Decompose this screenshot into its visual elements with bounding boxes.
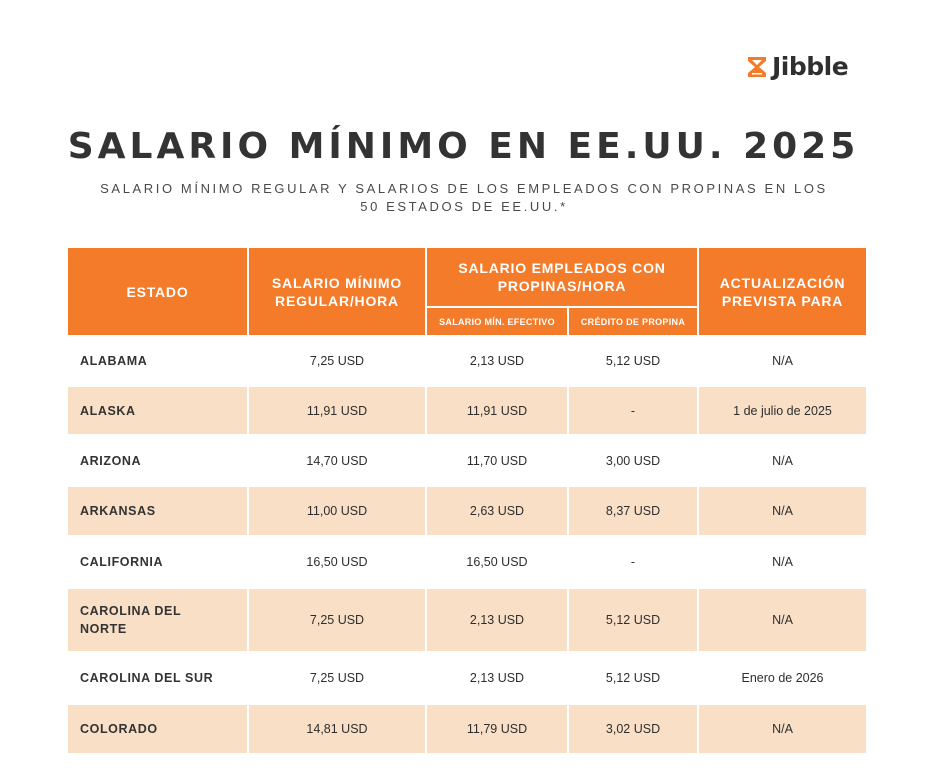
cell-efectivo: 2,13 USD <box>427 587 567 651</box>
cell-estado: ARKANSAS <box>68 485 247 535</box>
cell-efectivo: 2,13 USD <box>427 335 567 385</box>
cell-efectivo: 11,79 USD <box>427 703 567 753</box>
cell-regular: 7,25 USD <box>249 335 425 385</box>
cell-regular: 7,25 USD <box>249 651 425 703</box>
table-row: ALASKA 11,91 USD 11,91 USD -1 de julio de 2… <box>68 385 867 434</box>
cell-regular: 16,50 USD <box>249 535 425 587</box>
header-actualizacion-label: ACTUALIZACIÓN PREVISTA PARA <box>719 274 846 309</box>
cell-actualizacion: 1 de julio de 2025 <box>699 385 867 434</box>
cell-estado: ALABAMA <box>68 335 247 385</box>
table-row: ALABAMA 7,25 USD 2,13 USD 5,12 USD N/A <box>68 335 867 385</box>
header-salario-propinas: SALARIO EMPLEADOS CON PROPINAS/HORA <box>427 248 698 306</box>
cell-efectivo: 2,63 USD <box>427 485 567 535</box>
cell-estado: CAROLINA DEL SUR <box>68 651 247 703</box>
cell-actualizacion: N/A <box>699 587 867 651</box>
hourglass-logo-icon <box>748 56 766 77</box>
table-row: CAROLINA DEL SUR 7,25 USD 2,13 USD 5,12 USD… <box>68 651 867 703</box>
page-title: SALARIO MÍNIMO EN EE.UU. 2025 <box>67 126 860 167</box>
cell-regular: 11,91 USD <box>249 385 425 434</box>
header-salario-regular: SALARIO MÍNIMO REGULAR/HORA <box>249 248 425 335</box>
cell-regular: 14,81 USD <box>249 703 425 753</box>
cell-actualizacion: N/A <box>699 703 867 753</box>
cell-regular: 7,25 USD <box>249 587 425 651</box>
cell-efectivo: 11,70 USD <box>427 434 567 485</box>
cell-actualizacion: N/A <box>699 335 867 385</box>
cell-credito: 5,12 USD <box>569 335 698 385</box>
cell-credito: 8,37 USD <box>569 485 698 535</box>
cell-estado: ARIZONA <box>68 434 247 485</box>
cell-regular: 11,00 USD <box>249 485 425 535</box>
cell-credito: 5,12 USD <box>569 651 698 703</box>
table-body: ALABAMA 7,25 USD 2,13 USD 5,12 USD N/A ALASKA… <box>68 335 867 753</box>
table-row: CALIFORNIA 16,50 USD 16,50 USD - N/A <box>68 535 867 587</box>
cell-actualizacion: Enero de 2026 <box>699 651 867 703</box>
header-salario-regular-label: SALARIO MÍNIMO REGULAR/HORA <box>271 274 403 309</box>
cell-credito: 3,00 USD <box>569 434 698 485</box>
cell-estado: CALIFORNIA <box>68 535 247 587</box>
header-actualizacion: ACTUALIZACIÓN PREVISTA PARA <box>699 248 867 335</box>
cell-efectivo: 2,13 USD <box>427 651 567 703</box>
table-row: ARIZONA 14,70 USD 11,70 USD 3,00 USD N/A <box>68 434 867 485</box>
brand-name: Jibble <box>772 52 849 81</box>
cell-actualizacion: N/A <box>699 535 867 587</box>
header-salario-propinas-label: SALARIO EMPLEADOS CON PROPINAS/HORA <box>458 260 666 294</box>
cell-estado: CAROLINA DEL NORTE <box>68 587 247 651</box>
table-row: ARKANSAS 11,00 USD 2,63 USD 8,37 USD N/A <box>68 485 867 535</box>
cell-credito: - <box>569 535 698 587</box>
header-estado: ESTADO <box>68 248 247 335</box>
cell-estado: COLORADO <box>68 703 247 753</box>
header-salario-efectivo: SALARIO MÍN. EFECTIVO <box>427 306 567 335</box>
cell-estado: ALASKA <box>68 385 247 434</box>
cell-regular: 14,70 USD <box>249 434 425 485</box>
cell-efectivo: 16,50 USD <box>427 535 567 587</box>
cell-credito: 3,02 USD <box>569 703 698 753</box>
table-row: COLORADO 14,81 USD 11,79 USD 3,02 USD N/A <box>68 703 867 753</box>
header-credito-propina: CRÉDITO DE PROPINA <box>569 306 698 335</box>
table-row: CAROLINA DEL NORTE 7,25 USD 2,13 USD 5,12 U… <box>68 587 867 651</box>
cell-actualizacion: N/A <box>699 485 867 535</box>
cell-credito: - <box>569 385 698 434</box>
minimum-wage-table: ESTADO SALARIO MÍNIMO REGULAR/HORA SALAR… <box>68 248 867 753</box>
cell-credito: 5,12 USD <box>569 587 698 651</box>
cell-efectivo: 11,91 USD <box>427 385 567 434</box>
jibble-logo: Jibble <box>746 52 849 81</box>
cell-actualizacion: N/A <box>699 434 867 485</box>
page-subtitle: SALARIO MÍNIMO REGULAR Y SALARIOS DE LOS… <box>100 181 828 214</box>
